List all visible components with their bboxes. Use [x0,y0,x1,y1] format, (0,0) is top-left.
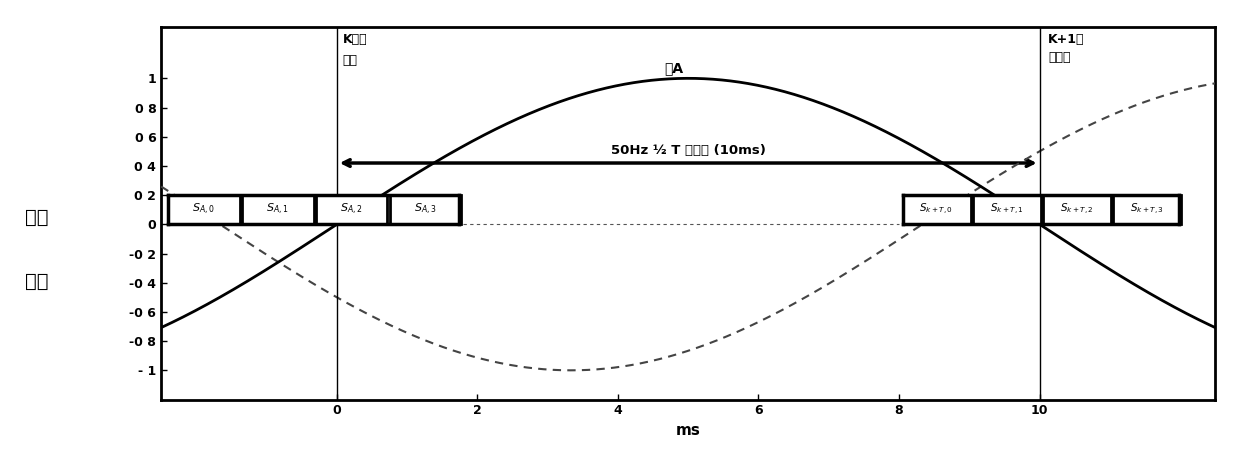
Text: 标准: 标准 [26,208,48,227]
Text: $S_{A,0}$: $S_{A,0}$ [192,202,215,217]
Text: 零点: 零点 [342,54,357,67]
Text: K+1个: K+1个 [1048,33,1085,46]
Text: K个过: K个过 [342,33,367,46]
Bar [242,195,314,224]
Text: $S_{k+T,0}$: $S_{k+T,0}$ [919,202,954,217]
Text: $S_{k+T,2}$: $S_{k+T,2}$ [1060,202,1094,217]
Bar [169,195,239,224]
Bar [973,195,1040,224]
Text: 50Hz ½ T 频周期 (10ms): 50Hz ½ T 频周期 (10ms) [611,144,765,157]
Bar [316,195,387,224]
Text: 相A: 相A [665,61,683,75]
Bar [903,195,971,224]
Text: $S_{k+T,3}$: $S_{k+T,3}$ [1130,202,1164,217]
Bar [389,195,461,224]
Bar [1043,195,1111,224]
Text: 振幅: 振幅 [26,272,48,291]
Bar [1114,195,1182,224]
Text: $S_{A,3}$: $S_{A,3}$ [414,202,436,217]
Text: $S_{A,2}$: $S_{A,2}$ [340,202,362,217]
X-axis label: ms: ms [676,423,701,438]
Text: 过零点: 过零点 [1048,51,1070,64]
Text: $S_{k+T,1}$: $S_{k+T,1}$ [990,202,1023,217]
Text: $S_{A,1}$: $S_{A,1}$ [267,202,289,217]
